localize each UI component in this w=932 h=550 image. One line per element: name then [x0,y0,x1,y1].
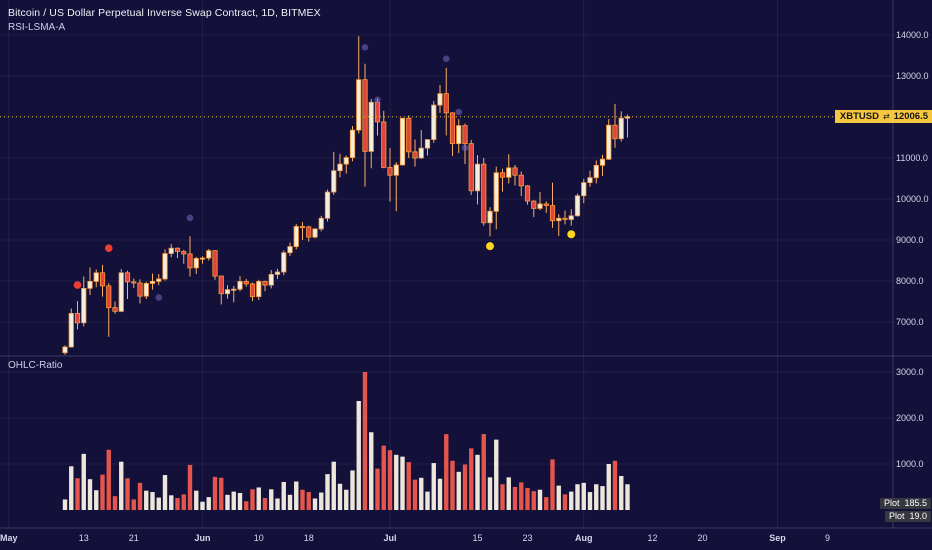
panel-separators [0,0,932,529]
price-axis-label: 8000.0 [896,276,924,286]
time-axis-label: 9 [825,533,830,543]
time-axis-label: 21 [129,533,139,543]
indicator-label[interactable]: RSI-LSMA-A [8,22,66,33]
price-axis-label: 13000.0 [896,71,929,81]
time-axis-label: 20 [697,533,707,543]
chart-legend: Bitcoin / US Dollar Perpetual Inverse Sw… [8,7,321,33]
signal-markers [73,44,576,301]
candle-wicks [64,36,628,355]
time-axis-label: 12 [647,533,657,543]
plot-value-tag-1[interactable]: Plot 185.5 [879,498,931,509]
ratio-axis-label: 1000.0 [896,459,924,469]
candle-bodies [62,79,631,354]
price-axis-label: 14000.0 [896,30,929,40]
time-axis-label: 18 [304,533,314,543]
plot-value-tag-2[interactable]: Plot 19.0 [884,511,931,522]
price-tag-symbol: XBTUSD [839,110,879,122]
time-axis-label: Jul [383,533,396,543]
price-axis-label: 11000.0 [896,153,928,163]
time-axis-label: Aug [575,533,593,543]
plot-tag-label: Plot [888,511,905,521]
last-price-tag[interactable]: XBTUSD ⇄ 12006.5 [834,109,932,123]
time-axis-label: Jun [194,533,210,543]
price-tag-value: 12006.5 [893,110,928,122]
plot-tag-label: Plot [883,498,900,508]
time-axis-label: 15 [472,533,482,543]
price-axis-label: 7000.0 [896,317,924,327]
time-axis-label: May [0,533,18,543]
ratio-axis-label: 3000.0 [896,367,924,377]
ratio-axis-label: 2000.0 [896,413,924,423]
lower-panel-label[interactable]: OHLC-Ratio [8,360,63,371]
ohlc-ratio-bars [62,372,630,510]
time-axis-label: 13 [79,533,89,543]
price-axis-label: 10000.0 [896,194,929,204]
time-axis-label: 10 [254,533,264,543]
grid-lines [0,0,893,528]
price-arrows-icon: ⇄ [882,111,890,121]
time-axis-label: 23 [522,533,532,543]
time-axis-label: Sep [769,533,786,543]
plot-tag-value: 185.5 [904,498,927,508]
price-axis[interactable]: 14000.013000.012000.011000.010000.09000.… [896,30,929,469]
chart-title[interactable]: Bitcoin / US Dollar Perpetual Inverse Sw… [8,7,321,19]
price-axis-label: 9000.0 [896,235,924,245]
plot-tag-value: 19.0 [909,511,927,521]
time-axis[interactable]: May 13 21 Jun 10 18 Jul 15 23 Aug 12 20 Sep 9 [0,533,830,543]
